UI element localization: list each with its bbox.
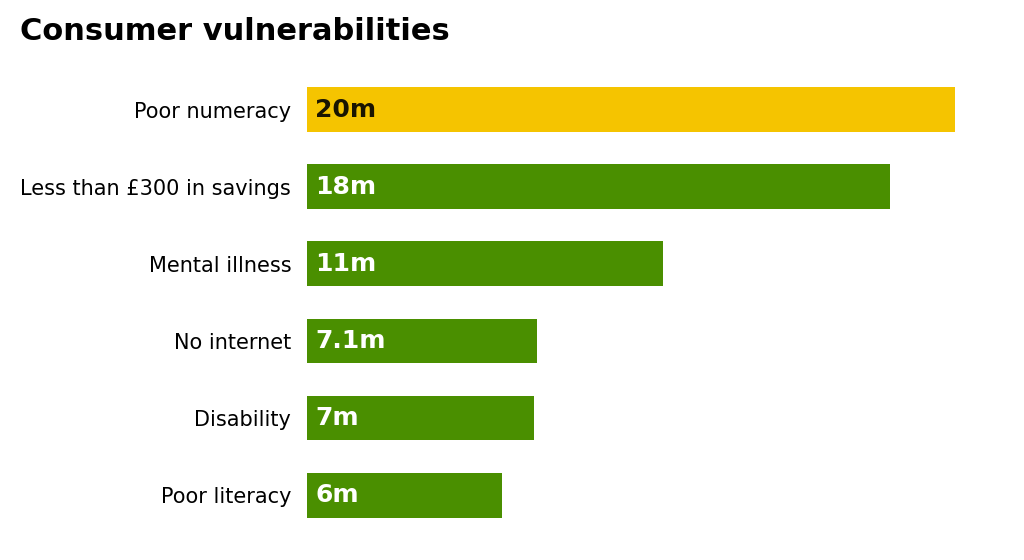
Text: 7.1m: 7.1m bbox=[315, 329, 386, 353]
Text: 6m: 6m bbox=[315, 483, 359, 507]
Bar bbox=[307, 473, 502, 517]
Bar bbox=[307, 241, 664, 286]
Bar bbox=[307, 87, 955, 132]
Text: 7m: 7m bbox=[315, 406, 359, 430]
Text: 18m: 18m bbox=[315, 175, 377, 199]
Text: 11m: 11m bbox=[315, 252, 377, 276]
Text: 20m: 20m bbox=[315, 97, 377, 122]
Bar bbox=[307, 319, 538, 363]
Bar bbox=[307, 396, 534, 440]
Text: Consumer vulnerabilities: Consumer vulnerabilities bbox=[20, 17, 451, 46]
Bar bbox=[307, 165, 890, 209]
